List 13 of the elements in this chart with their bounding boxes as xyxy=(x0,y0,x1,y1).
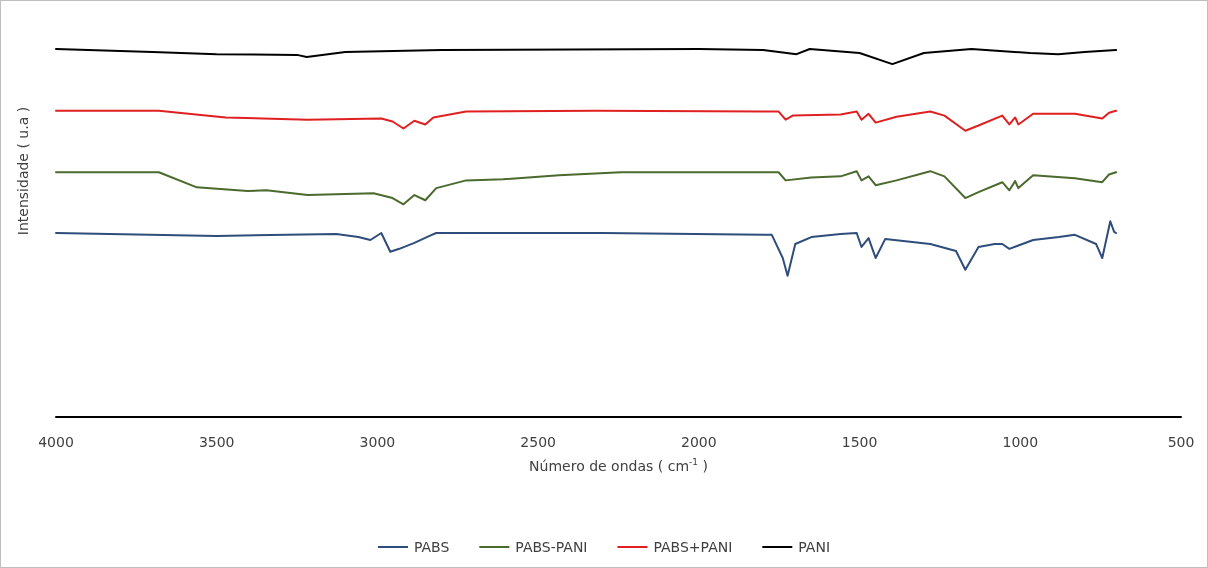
x-tick-label: 2000 xyxy=(681,434,717,450)
legend-label: PABS+PANI xyxy=(653,539,733,555)
y-axis-title: Intensidade ( u.a ) xyxy=(15,106,31,236)
x-tick-label: 3500 xyxy=(198,434,235,450)
x-tick-label: 500 xyxy=(1167,434,1195,450)
x-tick-label: 1000 xyxy=(1002,434,1039,450)
x-tick-label: 4000 xyxy=(38,434,74,450)
x-tick-label: 3000 xyxy=(359,434,396,450)
x-tick-label: 1500 xyxy=(841,434,878,450)
legend-label: PABS xyxy=(413,539,450,555)
legend-label: PANI xyxy=(798,539,831,555)
legend-label: PABS-PANI xyxy=(515,539,588,555)
x-tick-label: 2500 xyxy=(520,434,556,450)
